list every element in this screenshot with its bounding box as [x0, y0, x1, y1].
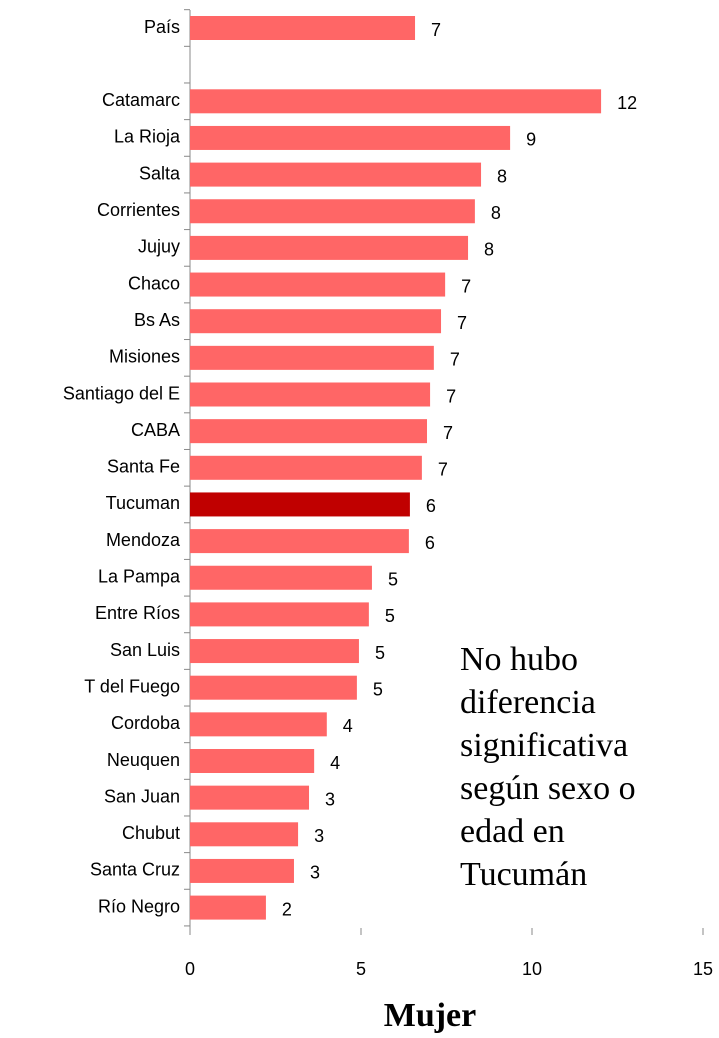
x-tick-label: 0	[185, 959, 195, 979]
value-label: 7	[438, 460, 448, 480]
category-label: Santa Fe	[107, 457, 180, 477]
category-label: Corrientes	[97, 200, 180, 220]
bar	[190, 749, 315, 773]
category-label: Neuquen	[107, 750, 180, 770]
value-label: 8	[497, 166, 507, 186]
category-label: Cordoba	[111, 713, 181, 733]
bar	[190, 345, 434, 370]
bar	[190, 565, 372, 590]
bar	[190, 639, 359, 664]
bar	[190, 125, 511, 150]
category-label: Río Negro	[98, 896, 180, 916]
bar	[190, 455, 422, 480]
annotation: edad en	[460, 813, 565, 850]
bar	[190, 822, 299, 847]
x-axis-label: Mujer	[384, 997, 477, 1034]
annotation: según sexo o	[460, 770, 636, 807]
value-label: 7	[431, 20, 441, 40]
x-tick-label: 5	[356, 959, 366, 979]
category-label: Chubut	[122, 823, 180, 843]
value-label: 6	[426, 496, 436, 516]
bar	[190, 199, 475, 224]
bar	[190, 382, 431, 407]
bar	[190, 235, 469, 260]
bar	[190, 162, 482, 187]
bar	[190, 602, 369, 627]
category-label: Catamarc	[102, 90, 180, 110]
value-label: 2	[282, 899, 292, 919]
category-label: Santiago del E	[63, 383, 180, 403]
value-label: 7	[457, 313, 467, 333]
bar	[190, 309, 442, 334]
category-label: Bs As	[134, 310, 180, 330]
category-label: Salta	[139, 163, 181, 183]
category-label: La Pampa	[98, 567, 181, 587]
bar	[190, 529, 409, 554]
value-label: 5	[388, 570, 398, 590]
value-label: 7	[443, 423, 453, 443]
value-label: 3	[310, 863, 320, 883]
value-label: 7	[450, 350, 460, 370]
category-label: San Juan	[104, 786, 180, 806]
value-label: 6	[425, 533, 435, 553]
category-label: Jujuy	[138, 237, 180, 257]
category-label: La Rioja	[114, 127, 181, 147]
category-label: País	[144, 17, 180, 37]
value-label: 4	[330, 753, 340, 773]
value-label: 5	[375, 643, 385, 663]
category-label: Chaco	[128, 273, 180, 293]
category-label: Misiones	[109, 347, 180, 367]
bar	[190, 785, 310, 810]
value-label: 4	[343, 716, 353, 736]
annotation: No hubo	[460, 641, 578, 678]
category-label: Santa Cruz	[90, 860, 180, 880]
x-tick-label: 15	[693, 959, 713, 979]
value-label: 3	[314, 826, 324, 846]
value-label: 7	[461, 276, 471, 296]
category-label: CABA	[131, 420, 180, 440]
annotation: Tucumán	[460, 856, 587, 893]
category-label: T del Fuego	[84, 676, 180, 696]
bar	[190, 419, 428, 444]
annotation: diferencia	[460, 684, 596, 721]
value-label: 7	[446, 386, 456, 406]
bar	[190, 272, 446, 297]
bar	[190, 675, 357, 700]
value-label: 5	[385, 606, 395, 626]
bar	[190, 16, 416, 40]
value-label: 3	[325, 789, 335, 809]
x-tick-label: 10	[522, 959, 542, 979]
category-label: Tucuman	[106, 493, 180, 513]
bar	[190, 858, 294, 883]
value-label: 12	[617, 93, 637, 113]
category-label: Mendoza	[106, 530, 181, 550]
value-label: 9	[526, 130, 536, 150]
bar	[190, 89, 602, 114]
value-label: 8	[491, 203, 501, 223]
bar	[190, 712, 327, 737]
category-label: Entre Ríos	[95, 603, 180, 623]
value-label: 5	[373, 679, 383, 699]
category-label: San Luis	[110, 640, 180, 660]
annotation: significativa	[460, 727, 628, 764]
value-label: 8	[484, 240, 494, 260]
bar	[190, 895, 266, 920]
bar	[190, 492, 410, 517]
